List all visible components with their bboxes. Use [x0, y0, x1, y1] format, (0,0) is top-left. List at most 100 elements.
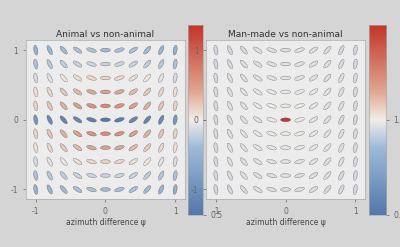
Polygon shape — [295, 62, 304, 66]
Polygon shape — [87, 118, 96, 122]
Polygon shape — [173, 73, 177, 83]
Polygon shape — [87, 131, 96, 136]
Polygon shape — [281, 62, 291, 66]
Polygon shape — [295, 103, 304, 108]
Polygon shape — [353, 143, 357, 153]
Polygon shape — [158, 101, 164, 110]
Polygon shape — [34, 115, 38, 125]
Polygon shape — [87, 145, 96, 150]
Polygon shape — [173, 171, 177, 181]
Polygon shape — [47, 171, 52, 180]
Polygon shape — [240, 102, 247, 110]
Polygon shape — [144, 185, 151, 193]
Polygon shape — [73, 144, 82, 151]
Polygon shape — [87, 173, 96, 178]
Polygon shape — [73, 172, 82, 179]
Polygon shape — [173, 129, 177, 139]
Polygon shape — [144, 46, 151, 54]
Polygon shape — [240, 74, 247, 82]
Polygon shape — [114, 48, 124, 52]
Polygon shape — [60, 88, 67, 96]
Polygon shape — [281, 174, 291, 177]
Polygon shape — [338, 101, 344, 110]
Polygon shape — [100, 104, 110, 108]
Polygon shape — [60, 60, 67, 68]
Polygon shape — [353, 45, 357, 55]
Polygon shape — [267, 187, 276, 192]
Polygon shape — [100, 132, 110, 136]
Polygon shape — [240, 46, 247, 54]
Polygon shape — [173, 87, 177, 97]
Polygon shape — [73, 103, 82, 109]
Polygon shape — [227, 73, 232, 82]
Polygon shape — [253, 103, 262, 109]
Polygon shape — [281, 118, 291, 122]
Title: Man-made vs non-animal: Man-made vs non-animal — [228, 30, 343, 39]
Polygon shape — [114, 76, 124, 80]
Polygon shape — [353, 73, 357, 83]
Polygon shape — [129, 186, 138, 193]
Polygon shape — [144, 60, 151, 68]
Polygon shape — [227, 45, 232, 55]
Polygon shape — [281, 104, 291, 108]
Polygon shape — [295, 90, 304, 94]
Polygon shape — [267, 131, 276, 136]
Polygon shape — [73, 159, 82, 165]
Polygon shape — [114, 62, 124, 66]
Polygon shape — [324, 60, 331, 68]
Polygon shape — [60, 102, 67, 110]
Polygon shape — [144, 116, 151, 124]
Polygon shape — [281, 187, 291, 191]
Polygon shape — [129, 172, 138, 179]
Polygon shape — [309, 61, 318, 67]
Polygon shape — [214, 157, 218, 166]
Polygon shape — [295, 145, 304, 150]
Polygon shape — [34, 171, 38, 181]
Polygon shape — [73, 89, 82, 95]
Polygon shape — [129, 89, 138, 95]
Polygon shape — [158, 143, 164, 152]
Polygon shape — [60, 144, 67, 152]
Polygon shape — [34, 185, 38, 194]
Polygon shape — [87, 62, 96, 66]
Polygon shape — [295, 76, 304, 80]
X-axis label: azimuth difference ψ: azimuth difference ψ — [246, 218, 326, 227]
Polygon shape — [267, 159, 276, 164]
Polygon shape — [353, 115, 357, 125]
Polygon shape — [87, 159, 96, 164]
Polygon shape — [47, 101, 52, 110]
Polygon shape — [47, 129, 52, 138]
Polygon shape — [100, 187, 110, 191]
Polygon shape — [227, 60, 232, 69]
Polygon shape — [338, 45, 344, 55]
Polygon shape — [34, 101, 38, 111]
Polygon shape — [227, 143, 232, 152]
Polygon shape — [144, 130, 151, 138]
Polygon shape — [114, 173, 124, 178]
Polygon shape — [34, 143, 38, 153]
Polygon shape — [309, 131, 318, 137]
Polygon shape — [338, 60, 344, 69]
Polygon shape — [100, 62, 110, 66]
Polygon shape — [60, 130, 67, 138]
Polygon shape — [73, 131, 82, 137]
Polygon shape — [240, 172, 247, 180]
Polygon shape — [47, 60, 52, 69]
Polygon shape — [240, 116, 247, 124]
Polygon shape — [240, 185, 247, 193]
Polygon shape — [353, 157, 357, 166]
Polygon shape — [60, 116, 67, 124]
Polygon shape — [47, 157, 52, 166]
Polygon shape — [87, 103, 96, 108]
Polygon shape — [34, 157, 38, 166]
Polygon shape — [129, 117, 138, 123]
Polygon shape — [144, 172, 151, 180]
Polygon shape — [34, 45, 38, 55]
Polygon shape — [158, 60, 164, 69]
Polygon shape — [309, 186, 318, 193]
Polygon shape — [309, 159, 318, 165]
Polygon shape — [281, 146, 291, 150]
Polygon shape — [60, 172, 67, 180]
Polygon shape — [114, 118, 124, 122]
Polygon shape — [173, 143, 177, 153]
